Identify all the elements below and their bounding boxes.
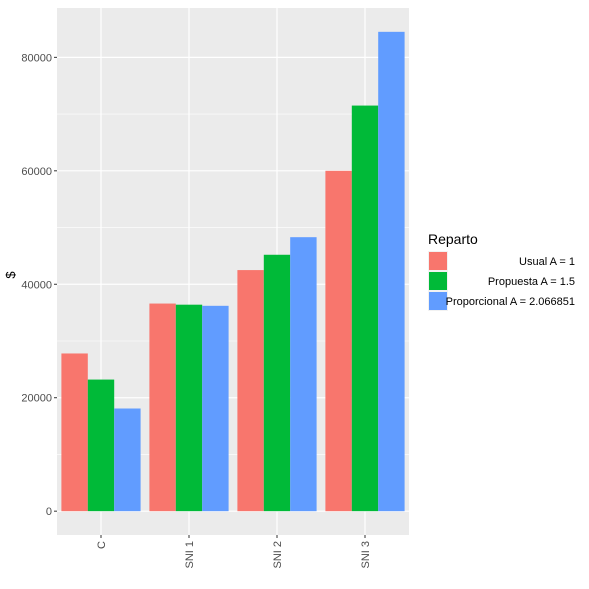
x-tick-label: SNI 2 bbox=[272, 541, 284, 569]
y-tick-label: 20000 bbox=[21, 393, 52, 405]
y-tick-label: 0 bbox=[46, 506, 52, 518]
bar bbox=[149, 303, 176, 512]
y-tick-label: 60000 bbox=[21, 166, 52, 178]
bar bbox=[237, 270, 264, 512]
legend-title: Reparto bbox=[428, 231, 478, 247]
x-tick-label: C bbox=[96, 541, 108, 549]
legend-label: Proporcional A = 2.066851 bbox=[446, 296, 575, 308]
bars bbox=[61, 31, 405, 512]
bar bbox=[263, 254, 291, 512]
legend: Reparto Usual A = 1 Propuesta A = 1.5 Prop… bbox=[428, 231, 575, 311]
bar bbox=[351, 105, 379, 512]
x-tick-label: SNI 1 bbox=[184, 541, 196, 569]
y-tick-label: 40000 bbox=[21, 279, 52, 291]
bar bbox=[325, 170, 352, 512]
y-tick-label: 80000 bbox=[21, 52, 52, 64]
bar bbox=[290, 237, 317, 512]
bar bbox=[114, 408, 141, 512]
legend-key-swatch bbox=[429, 272, 447, 290]
bar bbox=[202, 305, 229, 512]
bar bbox=[87, 379, 115, 512]
legend-label: Propuesta A = 1.5 bbox=[488, 276, 575, 288]
legend-label: Usual A = 1 bbox=[519, 256, 575, 268]
bar bbox=[175, 304, 203, 512]
bar bbox=[378, 31, 405, 512]
y-axis-title: $ bbox=[3, 271, 18, 279]
x-tick-label: SNI 3 bbox=[360, 541, 372, 569]
y-axis: 0 20000 40000 60000 80000 bbox=[21, 52, 57, 518]
legend-key-swatch bbox=[429, 292, 447, 310]
legend-key-swatch bbox=[429, 252, 447, 270]
bar bbox=[61, 353, 88, 512]
x-axis: C SNI 1 SNI 2 SNI 3 bbox=[96, 535, 372, 569]
